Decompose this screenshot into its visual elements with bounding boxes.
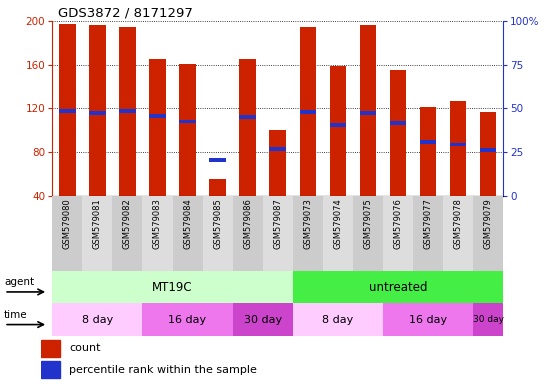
Text: time: time xyxy=(4,310,28,320)
Text: GSM579081: GSM579081 xyxy=(93,198,102,249)
Text: GSM579083: GSM579083 xyxy=(153,198,162,249)
Text: GSM579075: GSM579075 xyxy=(364,198,372,249)
Bar xyxy=(52,303,142,336)
Bar xyxy=(89,111,106,115)
Bar xyxy=(263,196,293,271)
Text: percentile rank within the sample: percentile rank within the sample xyxy=(69,364,257,374)
Bar xyxy=(210,158,226,162)
Bar xyxy=(390,70,406,196)
Text: GSM579073: GSM579073 xyxy=(303,198,312,249)
Bar xyxy=(383,303,473,336)
Bar xyxy=(41,361,60,378)
Text: GSM579084: GSM579084 xyxy=(183,198,192,249)
Bar xyxy=(142,196,173,271)
Bar xyxy=(41,340,60,357)
Bar xyxy=(293,271,503,303)
Text: GSM579077: GSM579077 xyxy=(424,198,433,249)
Text: agent: agent xyxy=(4,277,34,287)
Bar xyxy=(329,123,346,127)
Text: GSM579085: GSM579085 xyxy=(213,198,222,249)
Text: 30 day: 30 day xyxy=(472,315,504,324)
Bar xyxy=(293,303,383,336)
Bar xyxy=(383,196,413,271)
Bar xyxy=(360,111,376,115)
Bar xyxy=(179,120,196,124)
Text: GSM579079: GSM579079 xyxy=(483,198,493,249)
Bar xyxy=(210,179,226,196)
Text: 16 day: 16 day xyxy=(168,314,207,325)
Text: 8 day: 8 day xyxy=(82,314,113,325)
Text: untreated: untreated xyxy=(368,281,427,293)
Bar xyxy=(59,109,75,113)
Bar xyxy=(480,148,497,152)
Bar xyxy=(420,108,436,196)
Bar xyxy=(119,109,136,113)
Text: GSM579086: GSM579086 xyxy=(243,198,252,249)
Text: GSM579087: GSM579087 xyxy=(273,198,282,249)
Bar xyxy=(473,196,503,271)
Bar xyxy=(293,196,323,271)
Bar xyxy=(300,110,316,114)
Bar xyxy=(443,196,473,271)
Bar xyxy=(233,303,293,336)
Bar xyxy=(270,147,286,151)
Text: 8 day: 8 day xyxy=(322,314,354,325)
Bar xyxy=(142,303,233,336)
Bar xyxy=(239,115,256,119)
Bar xyxy=(239,60,256,196)
Bar xyxy=(329,66,346,196)
Bar xyxy=(480,112,497,196)
Bar xyxy=(450,101,466,196)
Bar xyxy=(270,130,286,196)
Bar xyxy=(353,196,383,271)
Bar xyxy=(149,114,166,118)
Bar xyxy=(360,25,376,196)
Bar xyxy=(149,60,166,196)
Text: 16 day: 16 day xyxy=(409,314,447,325)
Bar xyxy=(59,25,75,196)
Bar xyxy=(300,26,316,196)
Bar xyxy=(112,196,142,271)
Text: GSM579074: GSM579074 xyxy=(333,198,343,249)
Bar xyxy=(473,303,503,336)
Bar xyxy=(52,271,293,303)
Bar xyxy=(82,196,112,271)
Bar xyxy=(233,196,263,271)
Text: GSM579076: GSM579076 xyxy=(393,198,403,249)
Bar xyxy=(323,196,353,271)
Bar xyxy=(390,121,406,124)
Bar xyxy=(173,196,202,271)
Text: GSM579078: GSM579078 xyxy=(454,198,463,249)
Text: GSM579082: GSM579082 xyxy=(123,198,132,249)
Bar xyxy=(179,64,196,196)
Bar xyxy=(413,196,443,271)
Bar xyxy=(450,142,466,146)
Bar xyxy=(89,25,106,196)
Text: 30 day: 30 day xyxy=(244,314,282,325)
Text: count: count xyxy=(69,343,101,353)
Bar xyxy=(202,196,233,271)
Bar xyxy=(420,141,436,144)
Text: MT19C: MT19C xyxy=(152,281,193,293)
Bar xyxy=(52,196,82,271)
Bar xyxy=(119,26,136,196)
Text: GSM579080: GSM579080 xyxy=(63,198,72,249)
Text: GDS3872 / 8171297: GDS3872 / 8171297 xyxy=(58,6,192,19)
